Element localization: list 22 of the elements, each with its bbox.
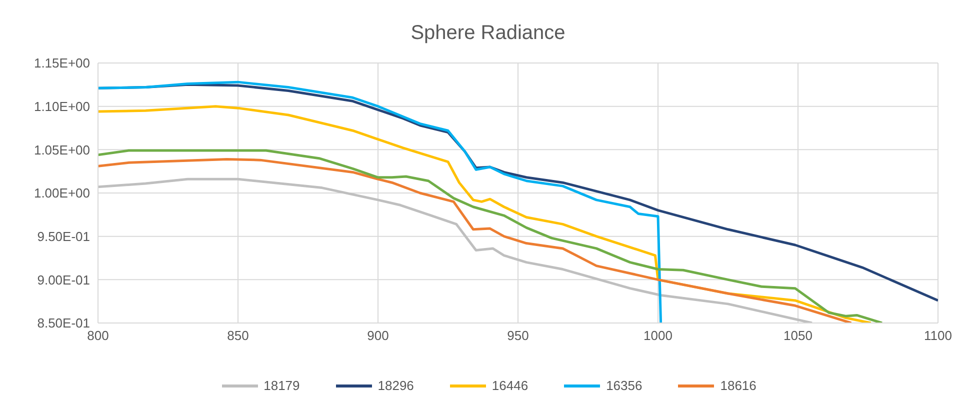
y-tick-label: 8.50E-01 bbox=[37, 316, 90, 331]
legend-label: 16356 bbox=[606, 378, 642, 393]
legend-label: 16446 bbox=[492, 378, 528, 393]
y-tick-label: 9.00E-01 bbox=[37, 272, 90, 288]
x-tick-label: 950 bbox=[507, 328, 529, 344]
chart-title: Sphere Radiance bbox=[410, 22, 566, 44]
line-series bbox=[98, 80, 662, 323]
y-tick-label: 1.15E+00 bbox=[34, 56, 90, 71]
y-tick-label: 9.50E-01 bbox=[37, 228, 90, 244]
legend-label: 18179 bbox=[264, 378, 300, 393]
y-tick-label: 1.10E+00 bbox=[34, 98, 90, 114]
x-tick-label: 800 bbox=[87, 328, 109, 344]
x-tick-label: 1000 bbox=[644, 328, 672, 344]
y-tick-label: 1.00E+00 bbox=[34, 186, 90, 201]
line-series bbox=[98, 178, 814, 323]
x-tick-label: 900 bbox=[367, 328, 389, 344]
y-tick-label: 1.05E+00 bbox=[34, 142, 90, 158]
legend-label: 18296 bbox=[378, 378, 414, 393]
x-tick-label: 1100 bbox=[924, 328, 952, 344]
x-tick-label: 1050 bbox=[784, 328, 812, 344]
x-tick-label: 850 bbox=[227, 328, 249, 344]
legend-label: 18616 bbox=[720, 378, 756, 393]
